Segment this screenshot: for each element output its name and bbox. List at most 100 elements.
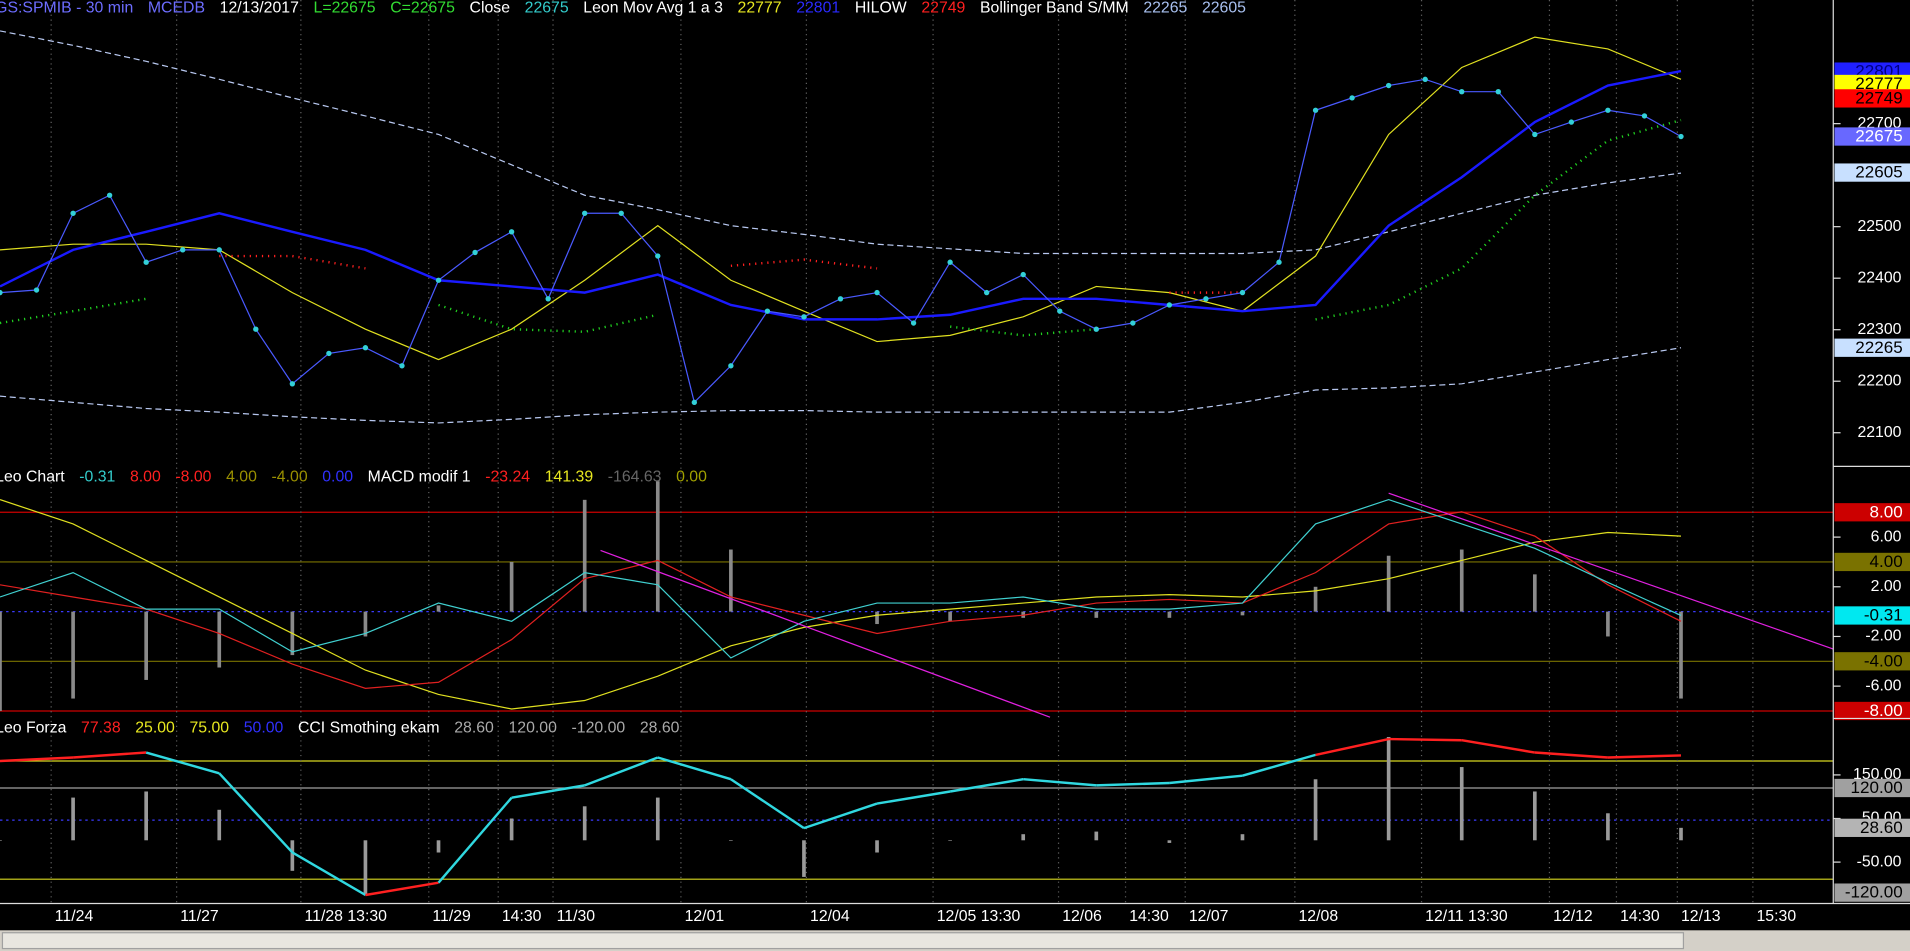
oscillator-segment bbox=[1534, 751, 1608, 759]
header-item: 28.60 bbox=[640, 719, 680, 736]
value-tag bbox=[1834, 127, 1910, 146]
oscillator-segment bbox=[803, 802, 878, 830]
close-marker bbox=[764, 308, 771, 314]
value-tag bbox=[1834, 778, 1910, 798]
header-item: 120.00 bbox=[508, 719, 557, 736]
value-tag-label: 8.00 bbox=[1869, 502, 1902, 521]
value-tag-label: 22265 bbox=[1855, 338, 1902, 357]
histogram-bar bbox=[802, 840, 806, 877]
header-item: -0.31 bbox=[79, 469, 115, 486]
header-item: Close bbox=[470, 0, 511, 17]
header-item: Bollinger Band S/MM bbox=[980, 0, 1129, 17]
value-tag bbox=[1834, 652, 1910, 671]
histogram-bar bbox=[1094, 831, 1099, 841]
value-tag bbox=[1834, 74, 1910, 94]
close-marker bbox=[70, 210, 76, 216]
histogram-bar bbox=[1167, 840, 1172, 843]
header-item: -164.63 bbox=[608, 469, 662, 486]
close-marker bbox=[0, 289, 3, 296]
header-item: 0.00 bbox=[322, 469, 353, 486]
x-tick-label: 12/08 bbox=[1299, 908, 1339, 925]
oscillator-segment bbox=[584, 756, 659, 787]
value-tag-label: 4.00 bbox=[1869, 552, 1902, 571]
header-item: 4.00 bbox=[226, 469, 257, 486]
value-tag bbox=[1834, 818, 1910, 837]
series-line bbox=[0, 36, 1682, 361]
close-marker bbox=[655, 253, 661, 259]
grid-layer bbox=[0, 0, 1834, 904]
oscillator-segment bbox=[1607, 754, 1682, 759]
close-marker bbox=[947, 259, 953, 265]
header-item: -4.00 bbox=[272, 469, 308, 486]
scrollbar-thumb[interactable] bbox=[1, 932, 1685, 950]
close-marker bbox=[1641, 113, 1648, 119]
series-line bbox=[0, 499, 1682, 710]
y-tick-label: 22100 bbox=[1857, 424, 1901, 441]
close-marker bbox=[1203, 296, 1209, 302]
oscillator-segment bbox=[1315, 737, 1389, 757]
histogram-bar bbox=[729, 549, 733, 612]
value-tag bbox=[1834, 338, 1910, 357]
histogram-bar bbox=[1606, 611, 1610, 637]
close-marker bbox=[1349, 95, 1355, 101]
y-tick-label: -6.00 bbox=[1865, 677, 1901, 694]
histogram-bar bbox=[363, 840, 368, 896]
histogram-bar bbox=[582, 499, 587, 612]
histogram-bar bbox=[1167, 611, 1172, 618]
value-tag-label: -0.31 bbox=[1864, 606, 1903, 625]
oscillator-segment bbox=[511, 784, 585, 799]
oscillator-segment bbox=[657, 756, 732, 781]
x-tick-label: 12/04 bbox=[810, 908, 850, 925]
value-tag-label: 120.00 bbox=[1851, 778, 1903, 797]
value-tag-label: 22675 bbox=[1855, 127, 1902, 146]
oscillator-segment bbox=[1461, 739, 1536, 754]
header-item: 22675 bbox=[525, 0, 569, 17]
header-item: -120.00 bbox=[572, 719, 626, 736]
oscillator-segment bbox=[365, 881, 439, 897]
header-item: 22265 bbox=[1143, 0, 1187, 17]
oscillator-segment bbox=[437, 796, 513, 884]
series-line bbox=[0, 30, 1682, 255]
x-tick-label: 12/06 bbox=[1062, 908, 1102, 925]
header-item: GS:SPMIB - 30 min bbox=[0, 0, 133, 17]
y-tick-label: 2.00 bbox=[1871, 578, 1902, 595]
oscillator-segment bbox=[1023, 778, 1097, 787]
histogram-bar bbox=[71, 611, 75, 699]
close-marker bbox=[983, 289, 990, 296]
header-item: 141.39 bbox=[545, 469, 594, 486]
x-tick-label: 15:30 bbox=[1757, 908, 1797, 925]
close-marker bbox=[362, 345, 369, 351]
close-marker bbox=[1312, 107, 1319, 113]
histogram-bar bbox=[0, 840, 2, 841]
close-marker bbox=[326, 350, 332, 357]
header-item: MCEDB bbox=[148, 0, 205, 17]
histogram-bar bbox=[1240, 611, 1245, 616]
header-item: 22777 bbox=[738, 0, 782, 17]
close-marker bbox=[582, 210, 588, 216]
y-tick-label: 22200 bbox=[1857, 372, 1901, 389]
histogram-bar bbox=[1679, 611, 1683, 699]
x-tick-label: 11/27 bbox=[180, 908, 218, 925]
histogram-bar bbox=[144, 791, 149, 841]
histogram-bar bbox=[1679, 827, 1683, 841]
value-tag bbox=[1834, 552, 1910, 572]
close-marker bbox=[1057, 308, 1063, 314]
close-marker bbox=[399, 363, 405, 369]
histogram-bar bbox=[1386, 555, 1391, 612]
close-marker bbox=[910, 320, 917, 326]
close-marker bbox=[1276, 259, 1282, 265]
histogram-bar bbox=[436, 840, 441, 853]
histogram-bar bbox=[509, 561, 514, 612]
oscillator-segment bbox=[1096, 781, 1170, 787]
close-marker bbox=[435, 277, 442, 283]
histogram-bar bbox=[217, 611, 222, 668]
header-item: MACD modif 1 bbox=[368, 469, 471, 486]
value-tag bbox=[1834, 89, 1910, 108]
header-item: 50.00 bbox=[244, 719, 284, 736]
histogram-bar bbox=[1532, 574, 1537, 612]
y-tick-label: 6.00 bbox=[1871, 528, 1902, 545]
x-tick-label: 12/01 bbox=[685, 908, 725, 925]
close-marker bbox=[1020, 271, 1026, 278]
value-tag-label: -4.00 bbox=[1864, 651, 1903, 670]
x-tick-label: 11/29 bbox=[432, 908, 471, 925]
